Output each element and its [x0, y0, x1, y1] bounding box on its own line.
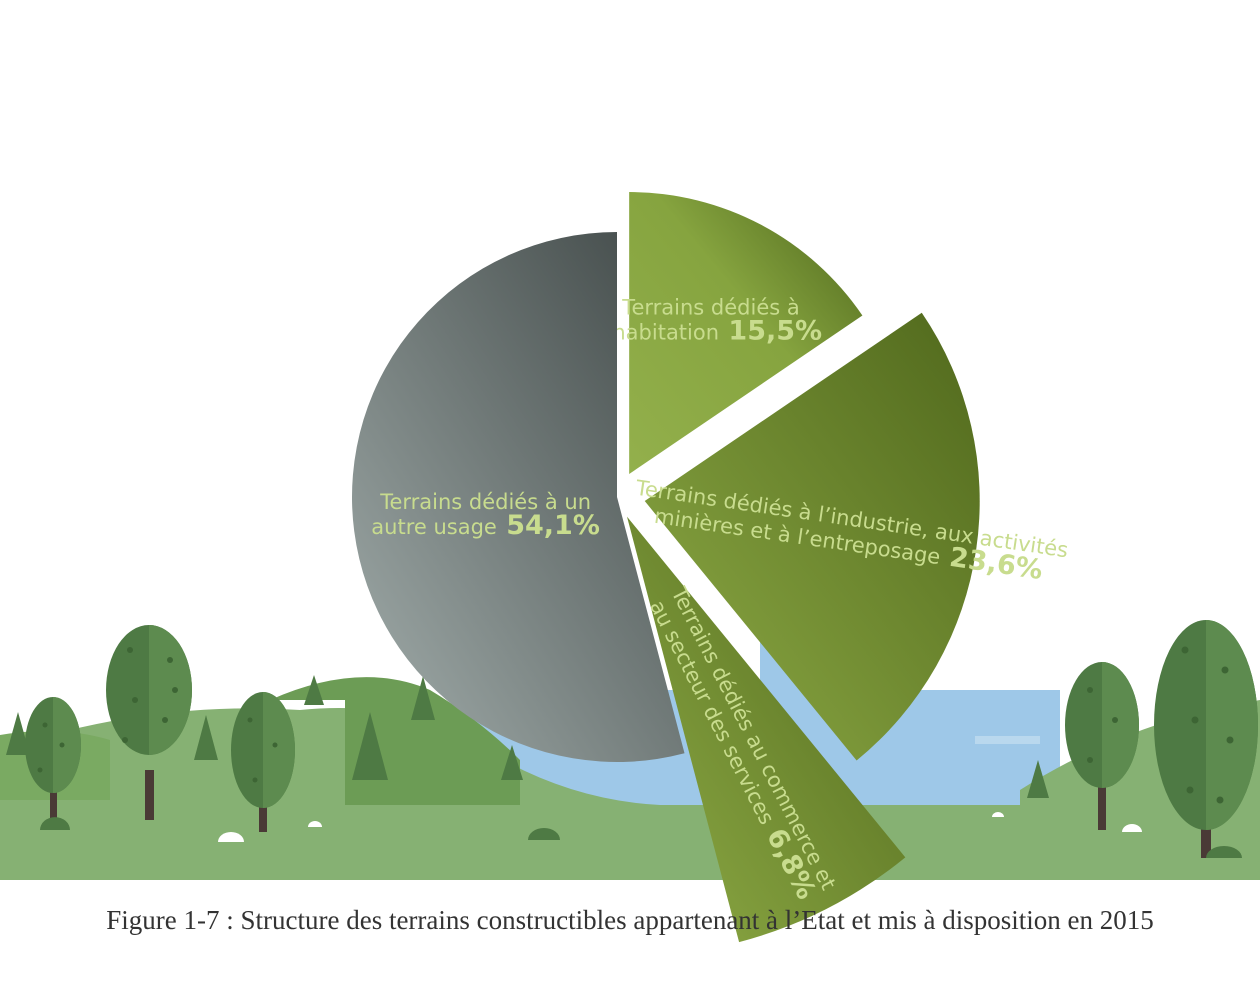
- figure-caption: Figure 1-7 : Structure des terrains cons…: [106, 905, 1154, 935]
- pie-slice-label-line: Terrains dédiés à: [621, 295, 800, 319]
- pie-slice-label-1: Terrains dédiés àl’habitation 15,5%: [600, 295, 822, 346]
- pie-chart: Terrains dédiés àl’habitation 15,5%Terra…: [351, 192, 1070, 943]
- pie-slice-label-line: l’habitation 15,5%: [600, 316, 822, 347]
- pie-slice-label-line: Terrains dédiés à un: [379, 490, 591, 514]
- trees: [6, 620, 1258, 858]
- pie-slice-2: [644, 312, 980, 761]
- pie-slice-3: [626, 516, 906, 943]
- pie-slice-value: 15,5%: [719, 316, 822, 347]
- pie-slice-value: 54,1%: [497, 510, 600, 541]
- pie-slice-4: [351, 232, 685, 762]
- pie-slice-label-line: autre usage 54,1%: [371, 510, 600, 541]
- landscape-background: [0, 600, 1260, 880]
- pie-slice-1: [629, 192, 863, 475]
